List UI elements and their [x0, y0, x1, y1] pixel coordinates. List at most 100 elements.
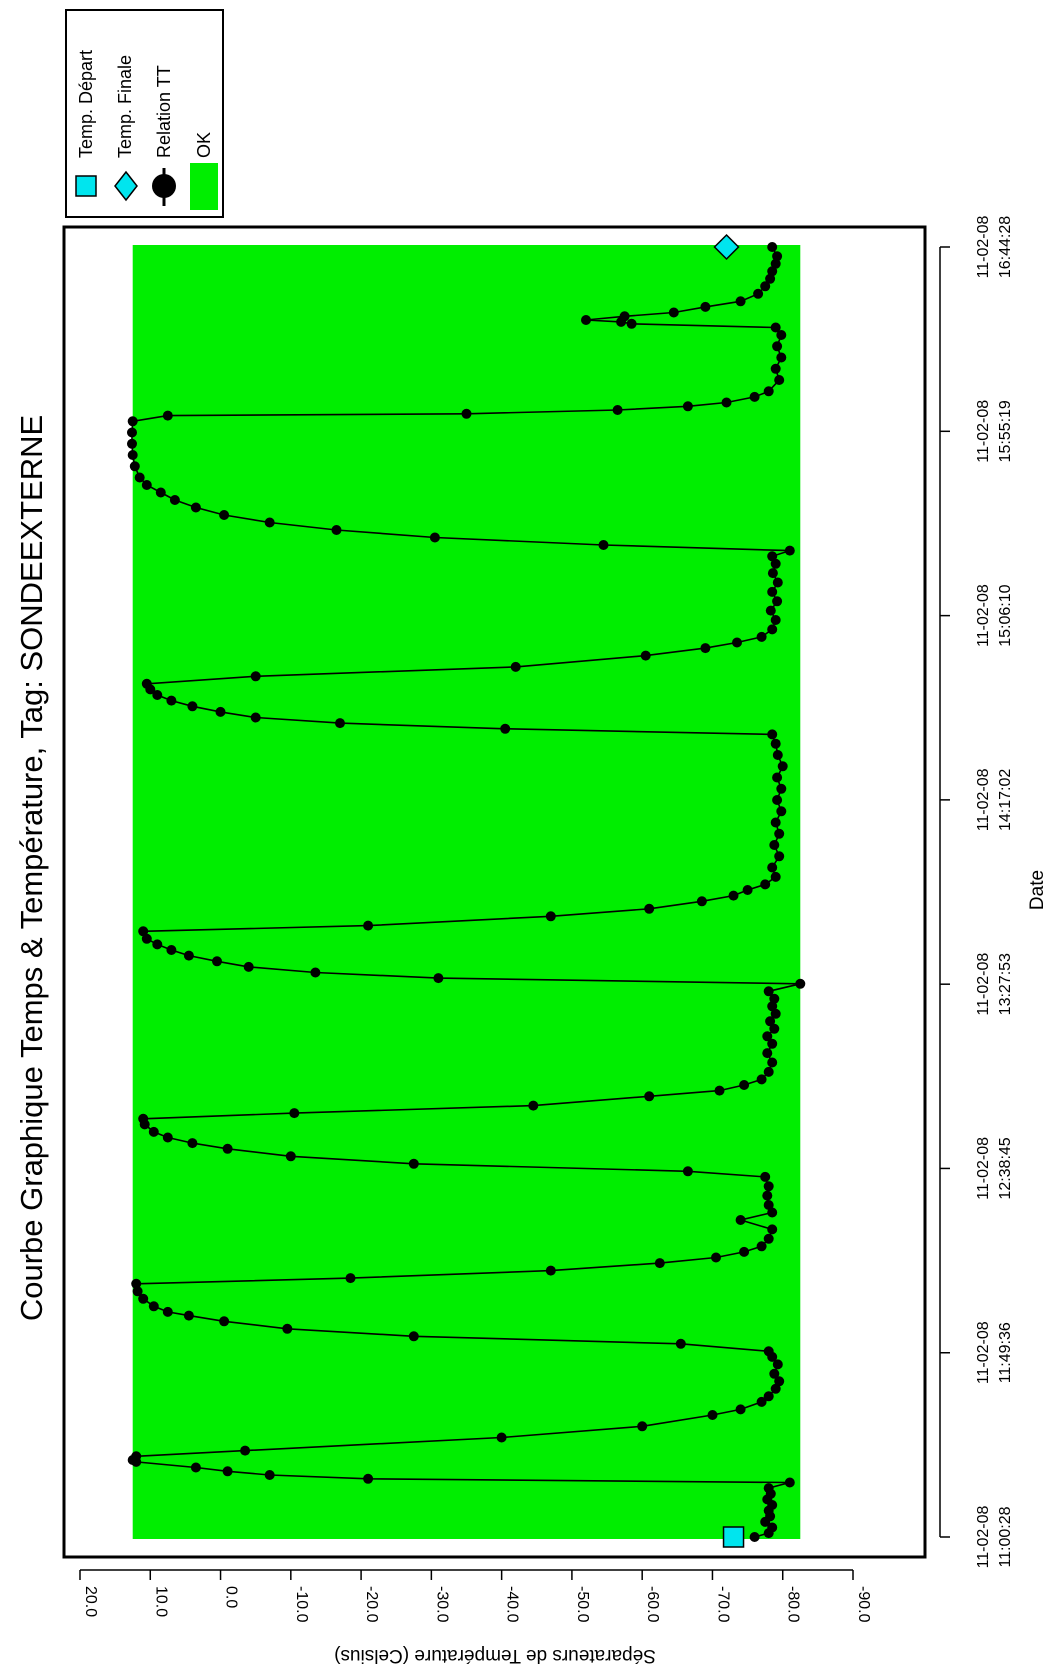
data-point: [770, 817, 781, 828]
data-point: [765, 1016, 776, 1027]
data-point: [138, 1293, 149, 1304]
data-point: [331, 525, 342, 535]
data-point: [770, 322, 781, 333]
y-tick-label: -60.0: [644, 1586, 661, 1623]
x-tick-label: 11-02-08 16:44:28: [975, 215, 1014, 278]
x-tick-label: 11-02-08 13:27:53: [975, 953, 1014, 1016]
data-point: [148, 1301, 159, 1312]
data-point: [219, 1316, 230, 1327]
data-point: [763, 1483, 774, 1494]
data-point: [770, 1008, 781, 1019]
data-point: [721, 397, 732, 408]
data-point: [264, 517, 275, 528]
data-point: [187, 1138, 198, 1149]
data-point: [127, 438, 137, 449]
legend-temp-depart-marker: [75, 175, 97, 197]
data-point: [767, 242, 778, 252]
y-tick-label: 10.0: [152, 1586, 169, 1617]
x-tick-label: 11-02-08 15:55:19: [975, 400, 1014, 463]
data-point: [762, 1048, 773, 1059]
data-point: [345, 1273, 356, 1284]
data-point: [190, 1462, 201, 1473]
data-point: [772, 750, 783, 760]
data-point: [769, 993, 780, 1004]
data-point: [756, 1396, 767, 1407]
end-marker: [713, 233, 740, 261]
data-point: [767, 1224, 778, 1235]
data-point: [222, 1466, 233, 1477]
data-point: [767, 551, 778, 562]
data-point: [739, 1246, 750, 1257]
data-point: [711, 1252, 721, 1263]
data-point: [767, 266, 778, 277]
data-point: [644, 903, 655, 914]
data-point: [770, 363, 781, 374]
data-point: [155, 487, 166, 498]
legend-temp-finale-marker: [114, 170, 138, 202]
data-point: [762, 1031, 773, 1042]
data-point: [131, 1451, 142, 1462]
data-point: [626, 318, 637, 329]
chart-title: Courbe Graphique Temps & Température, Ta…: [14, 415, 49, 1321]
data-point: [774, 851, 785, 862]
data-point: [763, 1181, 774, 1192]
data-point: [131, 1278, 142, 1289]
data-point: [162, 410, 173, 421]
data-point: [770, 738, 781, 749]
data-point: [767, 1057, 778, 1068]
data-point: [408, 1158, 419, 1169]
data-point: [335, 718, 345, 729]
y-tick-label: -20.0: [363, 1586, 380, 1623]
data-point: [763, 986, 774, 997]
data-point: [767, 729, 778, 740]
data-point: [760, 879, 771, 890]
data-point: [138, 1113, 149, 1124]
x-axis: 11-02-08 11:00:28 11-02-08 11:49:36 11-02-08…: [939, 215, 1014, 1568]
data-point: [728, 890, 739, 901]
data-point: [243, 961, 254, 972]
data-point: [222, 1143, 233, 1154]
data-point: [264, 1470, 275, 1480]
data-point: [784, 545, 795, 556]
data-point: [619, 311, 630, 322]
start-marker: [722, 1526, 745, 1548]
data-point: [749, 391, 760, 402]
data-point: [363, 920, 374, 931]
data-point: [127, 427, 137, 438]
data-point: [127, 416, 138, 427]
data-point: [767, 1038, 778, 1049]
data-point: [682, 401, 693, 412]
data-point: [310, 967, 321, 978]
data-point: [581, 315, 591, 325]
data-point: [166, 945, 177, 955]
data-point: [510, 661, 521, 672]
data-point: [162, 1132, 173, 1143]
data-point: [528, 1100, 539, 1111]
data-point: [763, 1391, 774, 1402]
data-point: [132, 1286, 143, 1297]
data-point: [714, 1085, 725, 1096]
data-point: [763, 1346, 774, 1357]
data-point: [640, 650, 651, 661]
y-axis: 20.0 10.0 0.0 -10.0 -20.0 -30.0 -40.0 -50.0 -60.…: [79, 1569, 872, 1623]
data-point: [770, 615, 781, 625]
legend-label-relation-tt: Relation TT: [154, 65, 174, 158]
data-point: [772, 772, 783, 783]
data-point: [152, 939, 163, 950]
data-point: [776, 352, 787, 363]
data-point: [696, 896, 707, 907]
y-tick-label: -50.0: [574, 1586, 591, 1623]
y-tick-label: 20.0: [82, 1586, 99, 1617]
data-point: [598, 540, 609, 550]
y-tick-label: -30.0: [433, 1586, 450, 1623]
data-point: [148, 1126, 159, 1137]
data-point: [285, 1151, 296, 1162]
data-point: [772, 1359, 783, 1370]
y-tick-label: -70.0: [714, 1586, 731, 1623]
data-point: [240, 1445, 251, 1456]
data-point: [654, 1258, 665, 1269]
data-point: [795, 978, 806, 989]
data-point: [433, 973, 444, 984]
data-point: [756, 1074, 767, 1085]
legend-ok-marker: [190, 163, 218, 210]
